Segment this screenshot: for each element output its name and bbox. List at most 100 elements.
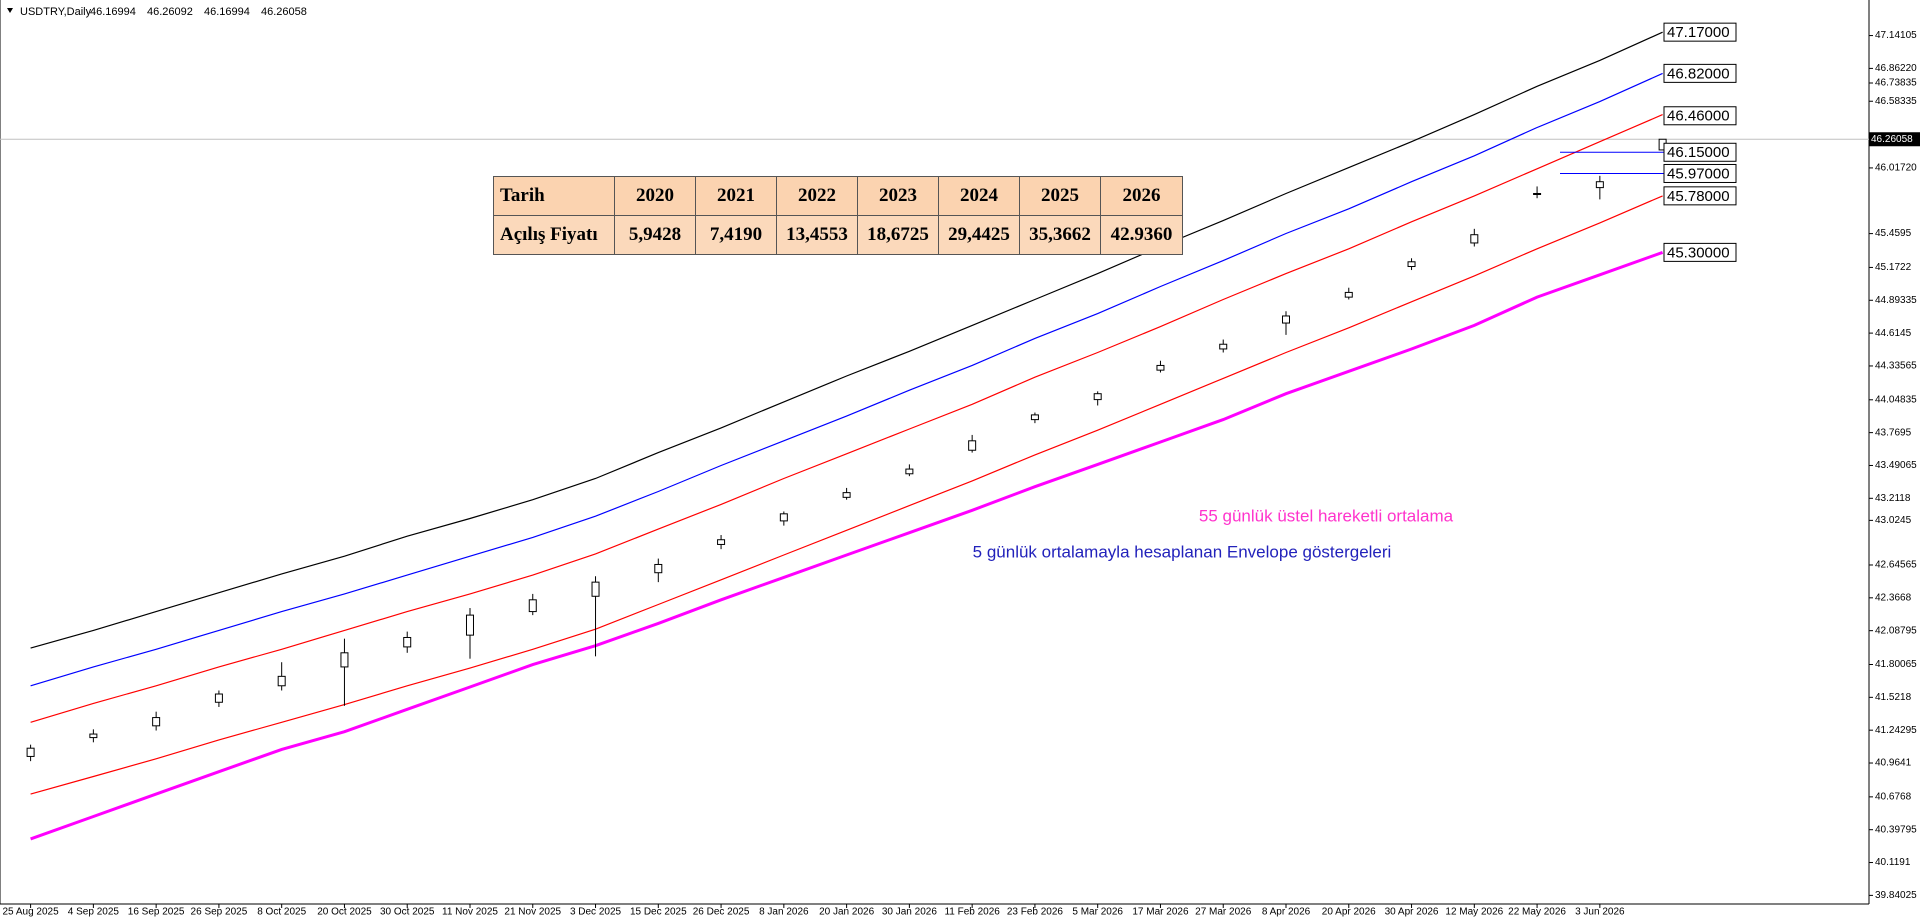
candle-body xyxy=(1156,364,1165,371)
table-cell: 2023 xyxy=(857,176,939,216)
y-tick-label: 45.4595 xyxy=(1875,228,1912,239)
price-label: 45.78000 xyxy=(1667,188,1730,205)
y-tick-label: 40.6768 xyxy=(1875,791,1912,802)
candle-body xyxy=(465,614,474,636)
x-tick-label: 26 Dec 2025 xyxy=(693,907,750,918)
price-label: 47.17000 xyxy=(1667,24,1730,41)
x-tick-label: 26 Sep 2025 xyxy=(191,907,248,918)
price-label-box xyxy=(1663,186,1737,206)
table-cell: 42.9360 xyxy=(1100,215,1183,255)
y-tick-label: 43.0245 xyxy=(1875,515,1912,526)
table-cell: 2026 xyxy=(1100,176,1183,216)
table-cell: Açılış Fiyatı xyxy=(493,215,615,255)
x-tick-label: 8 Jan 2026 xyxy=(759,907,809,918)
x-tick-label: 22 May 2026 xyxy=(1508,907,1566,918)
y-tick-label: 43.49065 xyxy=(1875,460,1917,471)
candle-body xyxy=(528,599,537,613)
price-label: 45.30000 xyxy=(1667,244,1730,261)
y-tick-label: 47.14105 xyxy=(1875,30,1917,41)
current-price-label: 46.26058 xyxy=(1871,134,1913,145)
candle-body xyxy=(89,733,98,739)
table-cell: 2025 xyxy=(1019,176,1101,216)
x-tick-label: 17 Mar 2026 xyxy=(1132,907,1189,918)
x-tick-label: 20 Apr 2026 xyxy=(1322,907,1376,918)
y-tick-label: 46.73835 xyxy=(1875,78,1917,89)
y-tick-label: 41.24295 xyxy=(1875,725,1917,736)
price-label: 45.97000 xyxy=(1667,165,1730,182)
candle-body xyxy=(1282,315,1290,324)
x-tick-label: 25 Aug 2025 xyxy=(3,907,60,918)
header-low: 46.16994 xyxy=(204,6,250,18)
candle-body xyxy=(1030,414,1039,421)
indicator-line xyxy=(30,31,1663,649)
x-tick-label: 23 Feb 2026 xyxy=(1007,907,1064,918)
candle-body xyxy=(1219,343,1228,350)
indicator-line xyxy=(30,250,1664,841)
x-tick-label: 15 Dec 2025 xyxy=(630,907,687,918)
price-label: 46.82000 xyxy=(1667,65,1730,82)
candle-body xyxy=(968,440,977,451)
y-tick-label: 43.2118 xyxy=(1875,493,1911,504)
table-cell: 2021 xyxy=(695,176,777,216)
price-label-box xyxy=(1663,163,1737,183)
y-tick-label: 40.1191 xyxy=(1875,857,1911,868)
table-cell: Tarih xyxy=(493,176,615,216)
x-tick-label: 30 Jan 2026 xyxy=(882,907,937,918)
candle-body xyxy=(591,581,600,597)
price-table: Tarih 2020 2021 2022 2023 2024 2025 2026 Açılış … xyxy=(493,176,1183,255)
table-row: Açılış Fiyatı 5,9428 7,4190 13,4553 18,6725 2… xyxy=(493,215,1183,255)
x-tick-label: 4 Sep 2025 xyxy=(68,907,120,918)
y-tick-label: 41.80065 xyxy=(1875,659,1917,670)
table-row: Tarih 2020 2021 2022 2023 2024 2025 2026 xyxy=(493,176,1183,216)
y-tick-label: 44.33565 xyxy=(1875,361,1917,372)
candle-body xyxy=(152,717,161,727)
y-tick-label: 46.01720 xyxy=(1875,163,1917,174)
indicator-line xyxy=(30,72,1663,687)
y-tick-label: 39.84025 xyxy=(1875,890,1917,901)
table-cell: 2022 xyxy=(776,176,858,216)
table-cell: 13,4553 xyxy=(776,215,858,255)
x-tick-label: 8 Oct 2025 xyxy=(257,907,306,918)
table-cell: 29,4425 xyxy=(938,215,1020,255)
indicator-line xyxy=(30,114,1663,723)
symbol: USDTRY,Daily xyxy=(20,6,92,18)
table-cell: 18,6725 xyxy=(857,215,939,255)
x-tick-label: 16 Sep 2025 xyxy=(128,907,185,918)
price-label-box xyxy=(1663,22,1737,42)
y-tick-label: 45.1722 xyxy=(1875,262,1912,273)
candle-body xyxy=(214,693,223,703)
x-tick-label: 12 May 2026 xyxy=(1445,907,1503,918)
x-tick-label: 30 Oct 2025 xyxy=(380,907,435,918)
table-cell: 2020 xyxy=(614,176,696,216)
candle-body xyxy=(717,539,726,545)
candle-body xyxy=(1533,192,1542,195)
y-tick-label: 44.89335 xyxy=(1875,295,1917,306)
table-cell: 35,3662 xyxy=(1019,215,1101,255)
candle-body xyxy=(1093,393,1102,401)
x-tick-label: 20 Jan 2026 xyxy=(819,907,874,918)
candle-body xyxy=(340,652,349,668)
table-cell: 5,9428 xyxy=(614,215,696,255)
y-tick-label: 46.86220 xyxy=(1875,63,1917,74)
x-tick-label: 27 Mar 2026 xyxy=(1195,907,1252,918)
x-tick-label: 20 Oct 2025 xyxy=(317,907,372,918)
y-tick-label: 41.5218 xyxy=(1875,692,1912,703)
x-tick-label: 11 Nov 2025 xyxy=(442,907,498,918)
y-tick-label: 42.3668 xyxy=(1875,592,1912,603)
y-tick-label: 43.7695 xyxy=(1875,427,1912,438)
annotation: 5 günlük ortalamayla hesaplanan Envelope… xyxy=(973,542,1392,561)
y-tick-label: 40.39795 xyxy=(1875,824,1917,835)
y-tick-label: 42.08795 xyxy=(1875,625,1917,636)
x-tick-label: 3 Jun 2026 xyxy=(1575,907,1625,918)
candle-body xyxy=(403,636,412,648)
table-cell: 7,4190 xyxy=(695,215,777,255)
price-label: 46.15000 xyxy=(1667,144,1730,161)
price-label-box xyxy=(1663,63,1737,83)
candle-body xyxy=(779,513,788,522)
price-label-box xyxy=(1663,242,1737,262)
price-label: 46.46000 xyxy=(1667,108,1730,125)
x-tick-label: 11 Feb 2026 xyxy=(944,907,1000,918)
